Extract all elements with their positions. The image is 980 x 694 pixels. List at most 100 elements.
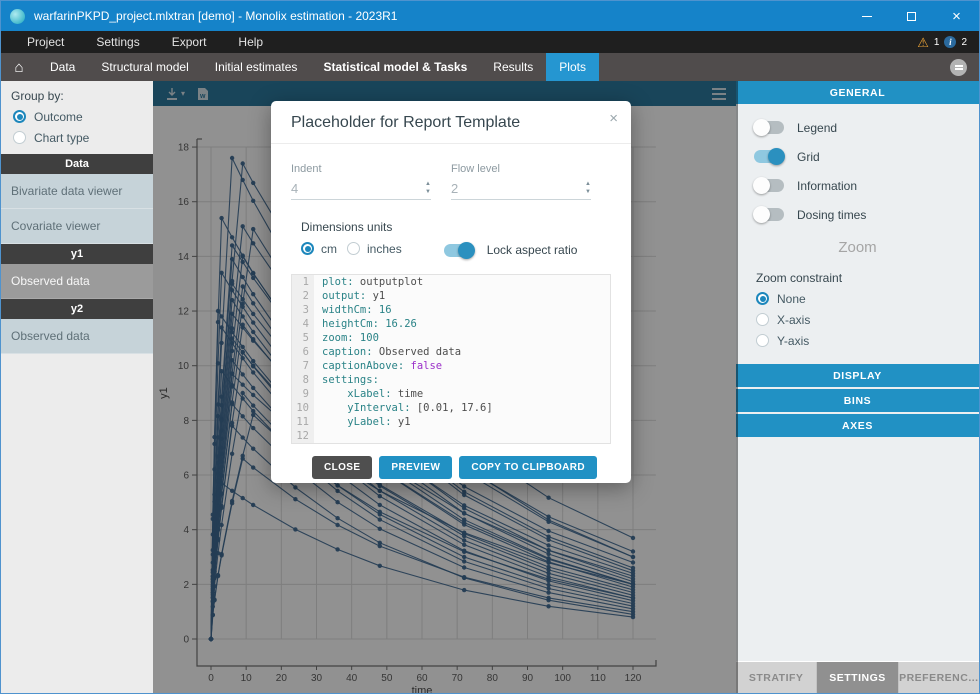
menu-settings[interactable]: Settings [96, 35, 140, 49]
zoom-option-x-axis[interactable]: X-axis [744, 309, 979, 330]
indent-input[interactable]: 4 ▲ ▼ [291, 175, 431, 200]
menu-export[interactable]: Export [171, 35, 207, 49]
tab-structural-model[interactable]: Structural model [101, 60, 189, 74]
tab-data[interactable]: Data [50, 60, 76, 74]
info-count: 2 [961, 36, 967, 48]
panel-tab-settings[interactable]: SETTINGS [816, 662, 898, 693]
svg-text:2: 2 [183, 580, 189, 591]
line-number: 10 [292, 401, 314, 415]
code-text: zoom: 100 [322, 332, 379, 344]
panel-tab-preferenc[interactable]: PREFERENC... [897, 662, 979, 693]
grid-toggle[interactable] [754, 148, 785, 165]
flow-level-input[interactable]: 2 ▲ ▼ [451, 175, 591, 200]
sidebar-item-covariate-viewer[interactable]: Covariate viewer [1, 209, 153, 244]
lock-aspect-toggle[interactable] [443, 241, 475, 259]
svg-text:100: 100 [554, 673, 571, 684]
group-option-outcome-label: Outcome [34, 109, 83, 124]
zoom-constraint-options: None X-axis Y-axis [736, 288, 979, 351]
close-icon: × [952, 7, 961, 25]
code-line-5: 5 zoom: 100 [292, 331, 610, 345]
close-button[interactable]: CLOSE [311, 456, 373, 479]
section-header-y2: y2 [1, 299, 153, 319]
zoom-option-none-radio[interactable] [756, 292, 769, 305]
menubar: Project Settings Export Help ⚠ 1 i 2 [1, 31, 979, 53]
tab-initial-estimates[interactable]: Initial estimates [214, 60, 298, 74]
code-text: captionAbove: false [322, 360, 443, 372]
spinner-arrows[interactable]: ▲ ▼ [425, 181, 431, 195]
legend-toggle[interactable] [753, 119, 784, 136]
general-section-header[interactable]: GENERAL [736, 81, 979, 104]
svg-text:14: 14 [178, 252, 190, 263]
code-text: output: y1 [322, 290, 386, 302]
home-icon[interactable]: ⌂ [14, 58, 24, 76]
report-template-dialog: Placeholder for Report Template × Indent… [271, 101, 631, 483]
report-button[interactable]: w [197, 87, 209, 101]
zoom-option-none[interactable]: None [744, 288, 979, 309]
dialog-title: Placeholder for Report Template [291, 114, 521, 131]
export-plot-button[interactable]: ▾ [165, 87, 185, 101]
line-number: 6 [292, 345, 314, 359]
sidebar-item-bivariate-data-viewer[interactable]: Bivariate data viewer [1, 174, 153, 209]
menu-help[interactable]: Help [238, 35, 264, 49]
units-option-cm[interactable]: cm [291, 238, 337, 259]
group-option-outcome-radio[interactable] [13, 110, 26, 123]
dialog-fields: Indent 4 ▲ ▼ Flow level 2 ▲ ▼ [291, 163, 611, 200]
maximize-icon [907, 11, 916, 21]
dosing-times-toggle[interactable] [753, 206, 784, 223]
svg-text:60: 60 [416, 673, 428, 684]
units-label: Dimensions units [301, 220, 393, 234]
flow-level-value: 2 [451, 181, 459, 196]
svg-text:6: 6 [183, 471, 189, 482]
svg-text:10: 10 [241, 673, 253, 684]
information-toggle[interactable] [753, 177, 784, 194]
section-header-display[interactable]: DISPLAY [736, 364, 979, 387]
preview-button[interactable]: PREVIEW [379, 456, 453, 479]
close-button[interactable]: × [934, 1, 979, 31]
zoom-option-x-axis-label: X-axis [777, 312, 811, 327]
sidebar-item-observed-data[interactable]: Observed data [1, 264, 153, 299]
units-option-inches-radio[interactable] [347, 242, 360, 255]
tab-results[interactable]: Results [493, 60, 534, 74]
group-option-chart-type-radio[interactable] [13, 131, 26, 144]
units-option-inches[interactable]: inches [337, 238, 402, 259]
minimize-button[interactable] [844, 1, 889, 31]
group-option-chart-type[interactable]: Chart type [1, 127, 153, 148]
code-text: caption: Observed data [322, 346, 462, 358]
menu-project[interactable]: Project [27, 35, 65, 49]
zoom-option-x-axis-radio[interactable] [756, 313, 769, 326]
maximize-button[interactable] [889, 1, 934, 31]
dialog-close-icon[interactable]: × [609, 110, 618, 127]
section-header-axes[interactable]: AXES [736, 414, 979, 437]
spinner-arrows[interactable]: ▲ ▼ [585, 181, 591, 195]
svg-text:8: 8 [183, 416, 189, 427]
plot-menu-icon[interactable] [712, 92, 726, 95]
sidebar-item-observed-data[interactable]: Observed data [1, 319, 153, 354]
copy-to-clipboard-button[interactable]: COPY TO CLIPBOARD [459, 456, 597, 479]
warning-icon[interactable]: ⚠ [917, 34, 929, 50]
dialog-body: Indent 4 ▲ ▼ Flow level 2 ▲ ▼ Dimensions units … [271, 163, 631, 479]
zoom-option-y-axis-radio[interactable] [756, 334, 769, 347]
tab-plots[interactable]: Plots [546, 53, 599, 81]
code-line-12: 12 [292, 429, 610, 443]
toggle-row-dosing-times: Dosing times [753, 205, 979, 224]
zoom-option-y-axis[interactable]: Y-axis [744, 330, 979, 351]
svg-text:16: 16 [178, 197, 190, 208]
group-option-outcome[interactable]: Outcome [1, 106, 153, 127]
panel-tab-stratify[interactable]: STRATIFY [736, 662, 817, 693]
line-number: 12 [292, 429, 314, 443]
units-options: cm inches [291, 238, 402, 259]
feedback-bubble-icon[interactable] [950, 58, 967, 76]
template-code-block[interactable]: 1 plot: outputplot 2 output: y1 3 widthCm: 16… [291, 274, 611, 444]
svg-text:90: 90 [522, 673, 534, 684]
field-label-indent: Indent [291, 163, 322, 175]
chevron-down-icon: ▾ [181, 89, 186, 98]
code-line-7: 7 captionAbove: false [292, 359, 610, 373]
units-option-cm-radio[interactable] [301, 242, 314, 255]
minimize-icon [861, 15, 872, 17]
code-text: widthCm: 16 [322, 304, 392, 316]
tab-statistical-model-tasks[interactable]: Statistical model & Tasks [323, 60, 468, 74]
section-header-bins[interactable]: BINS [736, 389, 979, 412]
units-option-cm-label: cm [321, 241, 337, 256]
info-icon[interactable]: i [944, 36, 957, 48]
svg-text:time: time [412, 685, 433, 694]
